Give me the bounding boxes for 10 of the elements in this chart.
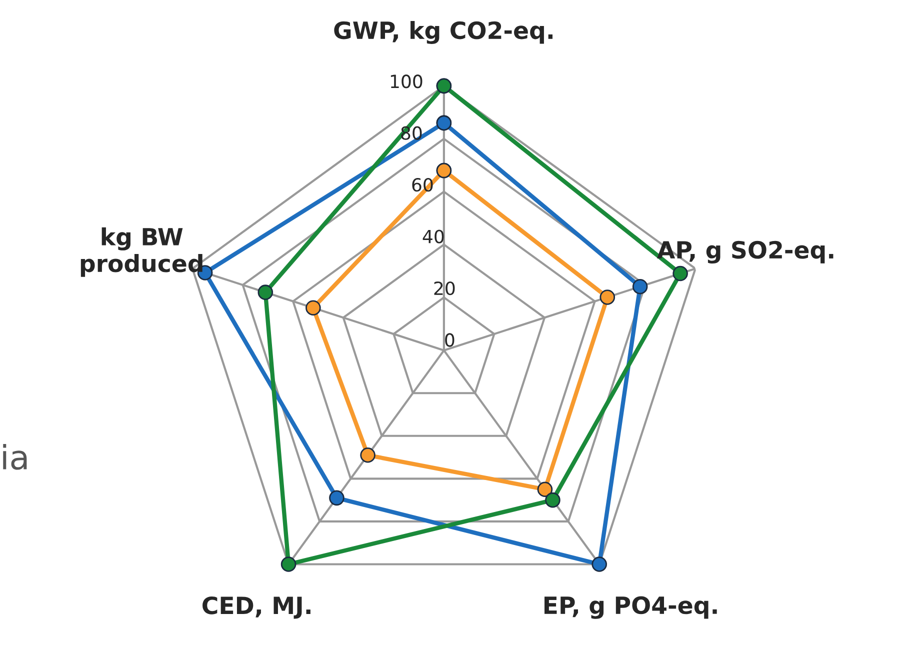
text: ia: [3, 444, 27, 470]
spoke-label: AP, g SO2-eq.: [657, 240, 834, 264]
y-tick-label: 20: [434, 281, 455, 296]
spoke-label: GWP, kg CO2-eq.: [334, 20, 552, 44]
spoke-label: kg BW produced: [80, 227, 202, 277]
spoke-label: EP, g PO4-eq.: [544, 596, 717, 619]
y-tick-label: 0: [445, 333, 454, 347]
spoke-label: CED, MJ.: [202, 596, 310, 619]
y-tick-label: 40: [422, 230, 444, 244]
y-tick-label: 100: [390, 74, 422, 88]
